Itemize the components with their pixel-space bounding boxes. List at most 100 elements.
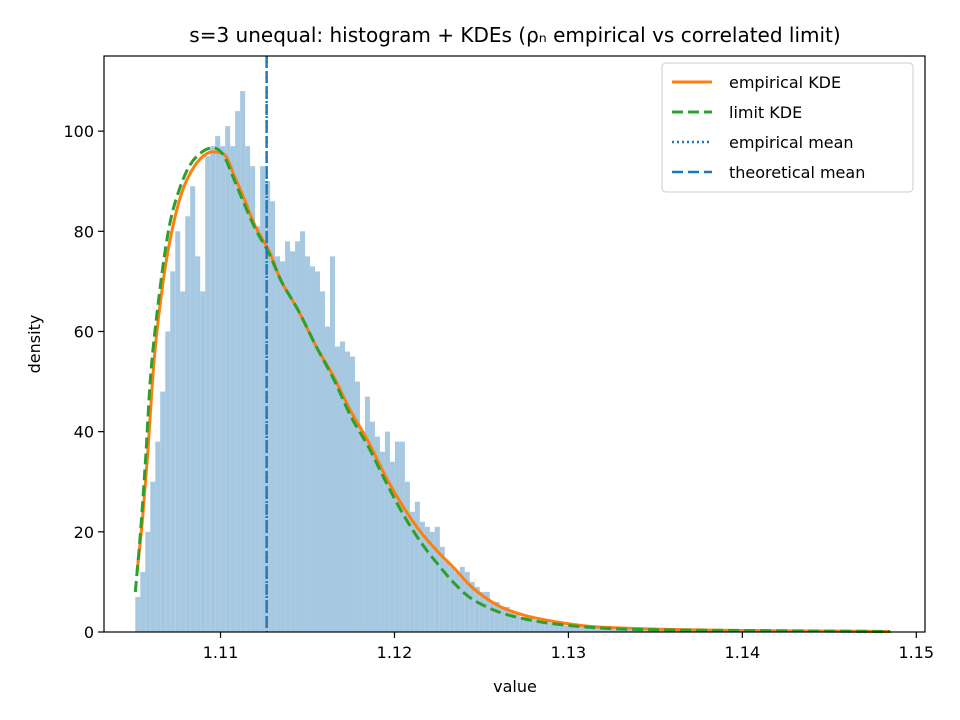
histogram-bar	[339, 341, 345, 632]
histogram-bar	[604, 628, 610, 632]
histogram-bar	[389, 461, 395, 632]
histogram-bar	[569, 625, 575, 632]
histogram-bar	[444, 561, 450, 632]
x-axis-label: value	[493, 677, 537, 696]
histogram-bar	[539, 621, 545, 632]
histogram-bar	[185, 216, 191, 632]
histogram-bar	[155, 441, 161, 632]
histogram-bar	[175, 231, 181, 633]
legend-label-empirical-mean: empirical mean	[729, 133, 854, 152]
histogram-bar	[165, 331, 171, 632]
histogram-bar	[479, 591, 485, 632]
y-tick-label: 0	[84, 623, 94, 642]
histogram-bar	[474, 586, 480, 632]
histogram-bar	[250, 166, 256, 632]
histogram-bar	[255, 226, 261, 633]
histogram-bar	[439, 546, 445, 632]
legend-label-theoretical-mean: theoretical mean	[729, 163, 865, 182]
histogram-bar	[559, 624, 565, 632]
histogram-bar	[614, 629, 620, 632]
histogram-bar	[424, 526, 430, 632]
y-tick-label: 60	[74, 322, 94, 341]
histogram-bar	[454, 571, 460, 632]
histogram-bar	[469, 581, 475, 632]
histogram-bar	[579, 626, 585, 632]
histogram-bar	[225, 126, 231, 633]
histogram-bar	[280, 261, 286, 632]
histogram-bar	[464, 571, 470, 632]
histogram-bar	[190, 186, 196, 633]
histogram-bar	[344, 351, 350, 632]
histogram-bar	[489, 601, 495, 632]
histogram-bar	[374, 436, 380, 632]
histogram-bar	[180, 291, 186, 632]
legend-label-limit-KDE: limit KDE	[729, 103, 802, 122]
histogram-bar	[359, 431, 365, 632]
histogram-bar	[519, 616, 525, 632]
histogram-bar	[369, 421, 375, 632]
chart-title: s=3 unequal: histogram + KDEs (ρₙ empiri…	[189, 23, 840, 47]
histogram-bar	[135, 596, 141, 632]
histogram-bar	[230, 146, 236, 632]
y-tick-label: 40	[74, 423, 94, 442]
histogram-bar	[509, 611, 515, 632]
histogram-bar	[379, 451, 385, 632]
histogram-bar	[544, 621, 550, 632]
histogram-bar	[594, 627, 600, 632]
histogram-bar	[619, 629, 625, 632]
histogram-bar	[584, 627, 590, 632]
histogram-bar	[394, 441, 400, 632]
x-tick-label: 1.14	[725, 643, 761, 662]
histogram-bar	[549, 622, 555, 632]
histogram-bar	[404, 481, 410, 632]
histogram-bar	[260, 166, 266, 632]
histogram-bar	[270, 201, 276, 632]
histogram-bar	[634, 630, 640, 632]
histogram-bar	[644, 630, 650, 632]
x-axis-ticks: 1.11 1.12 1.13 1.14 1.15	[203, 632, 934, 662]
histogram-bar	[414, 501, 420, 632]
legend-label-empirical-KDE: empirical KDE	[729, 73, 841, 92]
histogram-bar	[325, 326, 330, 632]
histogram-bar	[205, 156, 211, 633]
histogram-bar	[564, 625, 570, 632]
histogram-bar	[384, 431, 390, 632]
histogram-bar	[354, 381, 360, 632]
legend-frame	[661, 62, 914, 193]
histogram-bar	[419, 521, 425, 632]
histogram-bar	[300, 231, 306, 633]
empirical-kde-line	[135, 150, 891, 633]
histogram-bar	[484, 591, 490, 632]
histogram-bar	[589, 627, 595, 632]
y-axis-ticks: 0 20 40 60 80 100	[63, 122, 104, 642]
histogram-bar	[499, 606, 505, 632]
histogram-bar	[649, 630, 655, 632]
histogram-bar	[334, 346, 340, 632]
x-tick-label: 1.13	[551, 643, 587, 662]
histogram-bar	[285, 241, 291, 632]
y-tick-label: 80	[74, 222, 94, 241]
histogram-bar	[295, 241, 301, 632]
histogram-bar	[150, 481, 156, 632]
histogram-bar	[574, 626, 580, 632]
x-tick-label: 1.15	[898, 643, 934, 662]
histogram-bar	[599, 628, 605, 632]
plot-frame	[103, 55, 926, 633]
histogram-bar	[349, 356, 355, 632]
histogram-bar	[315, 271, 321, 632]
legend: empirical KDE limit KDE empirical mean theo…	[661, 62, 914, 193]
limit-kde-line	[133, 146, 891, 633]
histogram-bar	[195, 256, 201, 632]
histogram-bar	[494, 601, 500, 632]
histogram-bar	[364, 396, 370, 632]
kde-curves	[133, 146, 891, 633]
histogram-bar	[514, 614, 520, 632]
histogram-bar	[409, 511, 415, 632]
histogram-bar	[290, 251, 296, 632]
histogram-bar	[534, 619, 540, 632]
histogram-bar	[170, 271, 176, 632]
y-tick-label: 100	[63, 122, 94, 141]
histogram-bar	[504, 606, 510, 632]
y-axis-label: density	[25, 315, 44, 374]
